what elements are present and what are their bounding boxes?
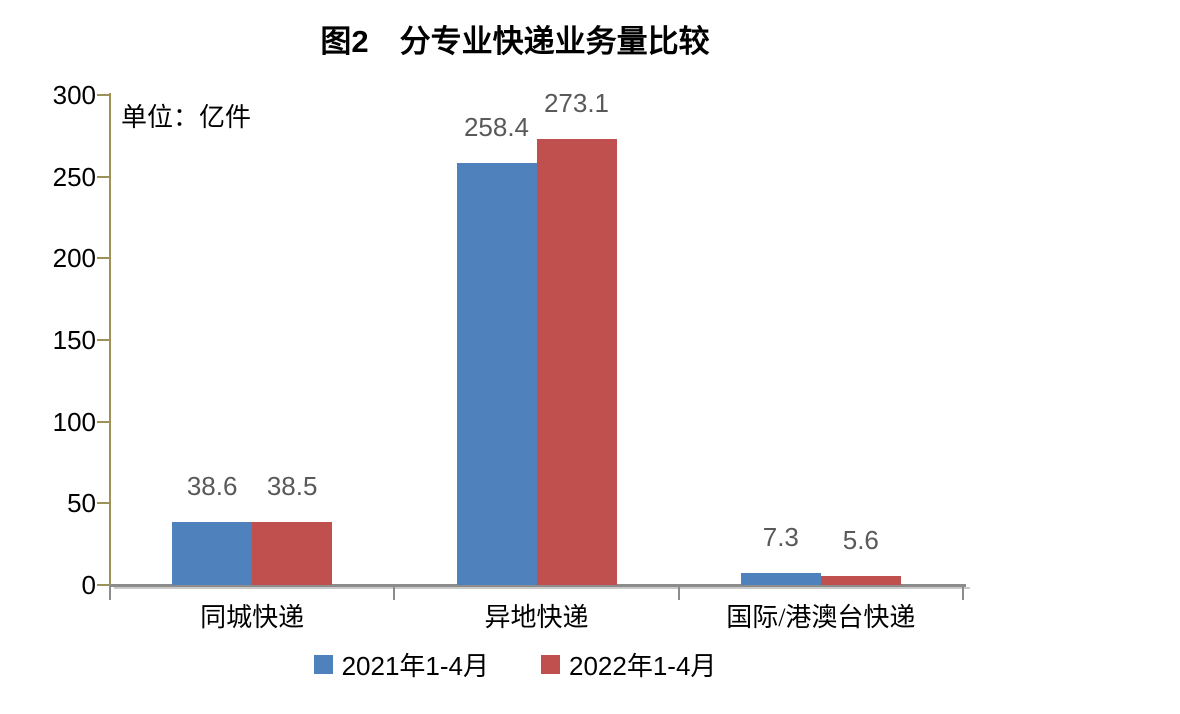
y-tick-label: 50 bbox=[67, 488, 96, 519]
y-tick-label: 250 bbox=[52, 161, 96, 192]
y-tick-label: 150 bbox=[52, 325, 96, 355]
bar-2022年1-4月-异地快递 bbox=[536, 138, 617, 585]
y-tick-label: 200 bbox=[52, 243, 96, 274]
unit-label: 单位：亿件 bbox=[121, 103, 252, 132]
data-label: 7.3 bbox=[762, 522, 799, 553]
x-tick-mark bbox=[109, 585, 111, 600]
y-tick-mark bbox=[97, 502, 110, 505]
x-axis-shadow bbox=[114, 587, 970, 589]
legend-swatch-icon bbox=[313, 655, 333, 674]
bar-2021年1-4月-国际/港澳台快递 bbox=[740, 573, 821, 585]
data-label: 273.1 bbox=[543, 87, 610, 118]
x-tick-mark bbox=[962, 585, 964, 600]
y-tick-mark bbox=[97, 584, 110, 586]
bar-2022年1-4月-国际/港澳台快递 bbox=[820, 575, 901, 585]
legend-item: 2021年1-4月 bbox=[313, 646, 489, 683]
y-tick-mark bbox=[97, 257, 110, 260]
chart-title: 图2 分专业快递业务量比较 bbox=[320, 24, 710, 59]
y-tick-label: 300 bbox=[52, 80, 96, 110]
data-label: 258.4 bbox=[463, 111, 530, 142]
y-axis-line bbox=[109, 93, 111, 598]
x-tick-mark bbox=[677, 585, 680, 600]
y-tick-label: 0 bbox=[81, 570, 96, 600]
bar-2021年1-4月-异地快递 bbox=[456, 162, 537, 585]
data-label: 38.6 bbox=[186, 470, 238, 501]
bar-2021年1-4月-同城快递 bbox=[172, 521, 253, 585]
legend-item: 2022年1-4月 bbox=[541, 646, 716, 683]
bar-2022年1-4月-同城快递 bbox=[252, 522, 333, 585]
category-label: 异地快递 bbox=[484, 603, 589, 632]
y-tick-mark bbox=[97, 420, 110, 423]
legend: 2021年1-4月 2022年1-4月 bbox=[35, 646, 995, 683]
data-label: 5.6 bbox=[842, 524, 879, 555]
legend-label: 2022年1-4月 bbox=[569, 651, 717, 681]
y-tick-label: 100 bbox=[52, 406, 96, 437]
legend-swatch-icon bbox=[541, 655, 560, 674]
y-tick-mark bbox=[97, 339, 110, 341]
y-tick-mark bbox=[97, 94, 110, 96]
y-tick-mark bbox=[97, 175, 110, 178]
category-label: 国际/港澳台快递 bbox=[726, 603, 916, 632]
data-label: 38.5 bbox=[266, 471, 318, 502]
legend-label: 2021年1-4月 bbox=[341, 651, 489, 681]
x-axis-line bbox=[110, 584, 966, 587]
x-tick-mark bbox=[393, 585, 396, 600]
category-label: 同城快递 bbox=[200, 603, 305, 632]
